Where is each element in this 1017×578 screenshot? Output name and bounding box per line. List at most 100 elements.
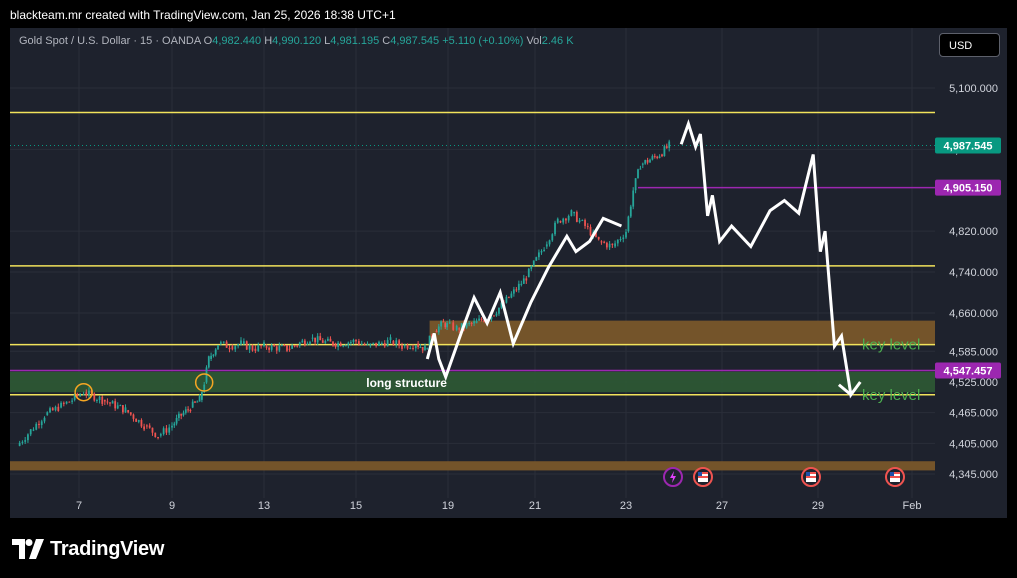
candle-body xyxy=(65,401,68,404)
candle-body xyxy=(611,243,614,245)
candle-body xyxy=(395,340,398,345)
zone-0 xyxy=(429,320,935,345)
candle-body xyxy=(324,340,327,343)
symbol-title[interactable]: Gold Spot / U.S. Dollar · 15 · OANDA xyxy=(19,35,201,47)
candle-body xyxy=(401,345,403,349)
high-value: 4,990.120 xyxy=(272,35,322,47)
open-label: O xyxy=(203,35,213,47)
y-tick-label: 4,585.000 xyxy=(949,346,998,358)
candle-body xyxy=(109,402,111,404)
y-tick-label: 4,660.000 xyxy=(949,308,998,320)
candle-body xyxy=(527,268,530,278)
currency-button[interactable]: USD xyxy=(939,33,1000,57)
us-flag-canton-icon xyxy=(698,472,702,476)
candle-body xyxy=(619,238,622,240)
candle-body xyxy=(412,348,414,350)
top-bar: blackteam.mr created with TradingView.co… xyxy=(0,0,1017,28)
candle-body xyxy=(616,239,619,244)
candle-body xyxy=(498,307,500,314)
candle-body xyxy=(178,413,180,418)
candle-body xyxy=(60,402,62,408)
tradingview-brand[interactable]: TradingView xyxy=(12,535,164,563)
candle-body xyxy=(383,343,386,347)
x-tick-label: 7 xyxy=(76,500,82,512)
candle-body xyxy=(263,342,265,347)
us-flag-canton-icon xyxy=(890,472,894,476)
candle-body xyxy=(49,408,51,413)
candle-body xyxy=(380,343,383,345)
candle-body xyxy=(157,437,159,439)
vol-value: 2.46 K xyxy=(541,35,574,47)
candle-body xyxy=(468,322,471,324)
candle-body xyxy=(306,343,309,345)
candle-body xyxy=(319,336,322,341)
candle-body xyxy=(352,339,355,342)
candle-body xyxy=(135,418,138,422)
y-tick-label: 4,820.000 xyxy=(949,226,998,238)
candle-body xyxy=(29,429,32,435)
candle-body xyxy=(231,346,234,350)
candle-body xyxy=(426,348,429,350)
candle-body xyxy=(595,231,597,237)
candle-body xyxy=(386,340,389,347)
candle-body xyxy=(586,226,589,228)
candle-body xyxy=(240,340,242,345)
candle-body xyxy=(203,384,206,393)
candle-body xyxy=(228,347,231,350)
candle-body xyxy=(180,413,183,416)
candle-body xyxy=(548,240,551,245)
candle-body xyxy=(515,289,518,291)
y-tick-label: 4,405.000 xyxy=(949,438,998,450)
candle-body xyxy=(505,296,508,303)
candle-body xyxy=(40,421,43,426)
candle-body xyxy=(562,218,565,223)
candle-body xyxy=(625,231,627,238)
candle-body xyxy=(342,345,345,347)
candle-body xyxy=(508,296,510,298)
candle-body xyxy=(406,344,409,349)
candle-body xyxy=(248,345,251,350)
candle-body xyxy=(127,410,130,413)
candle-body xyxy=(448,322,451,324)
candle-body xyxy=(458,328,461,330)
candle-body xyxy=(512,289,515,294)
candle-body xyxy=(207,356,210,368)
candle-body xyxy=(103,399,106,402)
price-chart[interactable]: long structure key level key level 5,100.00… xyxy=(10,28,1007,518)
key-level-label-0: key level xyxy=(862,337,920,354)
open-value: 4,982.440 xyxy=(212,35,262,47)
candle-body xyxy=(38,423,40,426)
y-tick-label: 4,740.000 xyxy=(949,267,998,279)
candle-body xyxy=(184,409,187,413)
candle-body xyxy=(242,341,245,344)
candle-body xyxy=(460,323,463,330)
candle-body xyxy=(116,405,119,409)
chart-panel[interactable]: long structure key level key level 5,100.00… xyxy=(10,28,1007,518)
candle-body xyxy=(212,354,215,356)
candle-body xyxy=(398,340,401,346)
candle-body xyxy=(614,243,616,247)
candle-body xyxy=(589,226,592,236)
candle-body xyxy=(114,401,117,409)
candle-body xyxy=(268,347,271,350)
candle-body xyxy=(68,401,71,403)
candle-body xyxy=(21,441,24,443)
candle-body xyxy=(173,423,176,426)
candle-body xyxy=(32,429,35,431)
brand-name: TradingView xyxy=(50,537,165,560)
candle-body xyxy=(551,234,554,241)
candle-body xyxy=(470,322,473,324)
candle-body xyxy=(603,241,606,243)
candle-body xyxy=(475,320,478,324)
candle-body xyxy=(538,252,540,258)
candle-body xyxy=(101,396,104,404)
vol-label: Vol xyxy=(526,35,542,47)
candle-body xyxy=(198,396,201,402)
candle-body xyxy=(151,427,154,433)
candle-body xyxy=(661,154,663,157)
candle-body xyxy=(634,178,637,191)
x-tick-label: 23 xyxy=(620,500,632,512)
candle-body xyxy=(288,348,291,350)
circle-marker-1 xyxy=(194,373,214,392)
candle-body xyxy=(309,341,311,344)
